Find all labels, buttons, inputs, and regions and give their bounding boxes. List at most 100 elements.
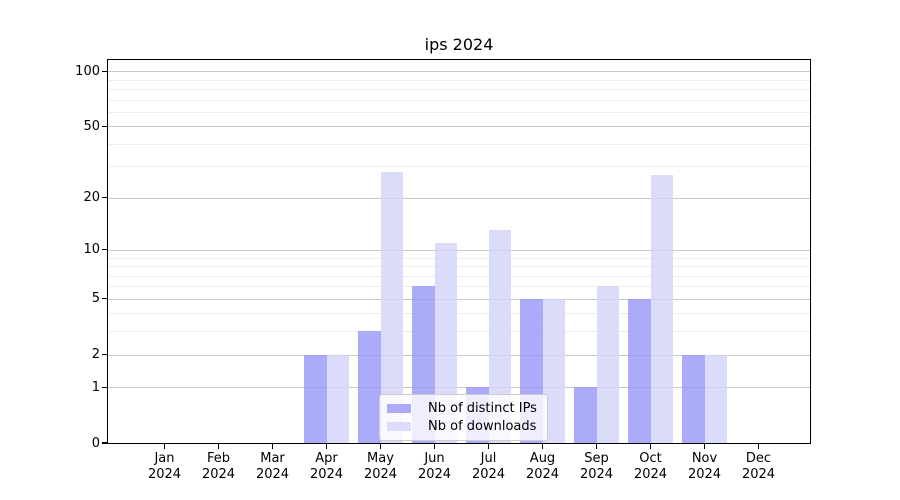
x-tick-mark-feb: [217, 444, 220, 449]
bar-nb-of-downloads-may: [380, 171, 403, 443]
x-tick-month: Apr: [315, 451, 338, 466]
gridline-minor-80: [108, 88, 810, 90]
x-tick-month: Dec: [745, 451, 772, 466]
y-tick-mark-0: [102, 442, 108, 444]
bar-nb-of-downloads-sep: [596, 286, 619, 443]
x-tick-mark-dec: [757, 444, 760, 449]
x-tick-mark-jul: [487, 444, 490, 449]
x-tick-year: 2024: [687, 467, 722, 482]
x-tick-mark-mar: [271, 444, 274, 449]
x-tick-year: 2024: [201, 467, 236, 482]
bar-nb-of-downloads-aug: [542, 298, 565, 443]
x-tick-label-jul: Jul 2024: [454, 451, 524, 483]
y-tick-label-1: 1: [91, 379, 100, 395]
bar-nb-of-distinct-ips-nov: [682, 354, 705, 443]
x-tick-year: 2024: [255, 467, 290, 482]
x-tick-year: 2024: [579, 467, 614, 482]
bar-nb-of-distinct-ips-sep: [574, 387, 597, 443]
y-tick-label-20: 20: [83, 190, 100, 206]
x-tick-month: Jun: [424, 451, 445, 466]
x-tick-mark-nov: [703, 444, 706, 449]
bar-nb-of-downloads-apr: [326, 354, 349, 443]
x-tick-year: 2024: [471, 467, 506, 482]
y-tick-mark-100: [102, 70, 108, 72]
legend-row-distinct-ips: Nb of distinct IPs: [387, 401, 537, 416]
bar-nb-of-distinct-ips-oct: [628, 298, 651, 443]
gridline-minor-6: [108, 286, 810, 288]
x-tick-label-mar: Mar 2024: [238, 451, 308, 483]
bar-nb-of-downloads-nov: [704, 354, 727, 443]
chart-title: ips 2024: [424, 35, 494, 54]
gridline-minor-70: [108, 99, 810, 101]
x-tick-month: Jul: [480, 451, 497, 466]
x-tick-month: Feb: [206, 451, 231, 466]
gridline-major-5: [108, 298, 810, 300]
legend-row-downloads: Nb of downloads: [387, 419, 537, 434]
x-tick-label-dec: Dec 2024: [724, 451, 794, 483]
bar-nb-of-downloads-oct: [650, 174, 673, 443]
x-tick-label-may: May 2024: [346, 451, 416, 483]
gridline-major-100: [108, 71, 810, 73]
x-tick-year: 2024: [363, 467, 398, 482]
x-tick-label-oct: Oct 2024: [616, 451, 686, 483]
y-tick-label-2: 2: [91, 347, 100, 362]
x-tick-mark-oct: [649, 444, 652, 449]
y-tick-mark-10: [102, 249, 108, 251]
y-tick-label-0: 0: [91, 435, 100, 451]
x-tick-month: Mar: [260, 451, 285, 466]
gridline-minor-3: [108, 331, 810, 333]
x-tick-label-feb: Feb 2024: [184, 451, 254, 483]
gridline-minor-8: [108, 266, 810, 267]
legend-label-distinct-ips: Nb of distinct IPs: [428, 401, 537, 416]
x-tick-month: May: [367, 451, 394, 466]
gridline-minor-7: [108, 275, 810, 277]
x-tick-label-sep: Sep 2024: [562, 451, 632, 483]
gridline-minor-90: [108, 79, 810, 81]
x-tick-mark-jan: [163, 444, 166, 449]
x-tick-year: 2024: [525, 467, 560, 482]
bars-layer: [108, 60, 810, 443]
x-tick-mark-apr: [325, 444, 328, 449]
gridline-minor-9: [108, 257, 810, 259]
x-tick-mark-aug: [541, 444, 544, 449]
x-tick-month: Nov: [691, 451, 718, 466]
gridline-minor-40: [108, 143, 810, 145]
gridline-major-20: [108, 197, 810, 199]
gridline-minor-4: [108, 313, 810, 315]
bar-nb-of-distinct-ips-may: [358, 331, 381, 443]
bar-nb-of-distinct-ips-apr: [304, 354, 327, 443]
y-tick-mark-1: [102, 386, 108, 388]
gridline-major-1: [108, 387, 810, 389]
x-tick-label-nov: Nov 2024: [670, 451, 740, 483]
legend-swatch-downloads-icon: [387, 422, 411, 431]
gridline-minor-60: [108, 111, 810, 113]
x-tick-month: Sep: [584, 451, 609, 466]
plot-area: Nb of distinct IPs Nb of downloads: [107, 59, 811, 444]
x-tick-month: Jan: [154, 451, 175, 466]
x-tick-year: 2024: [147, 467, 182, 482]
legend: Nb of distinct IPs Nb of downloads: [379, 394, 548, 441]
x-tick-label-aug: Aug 2024: [508, 451, 578, 483]
x-tick-year: 2024: [633, 467, 668, 482]
gridlines-layer: [108, 60, 810, 443]
x-tick-label-apr: Apr 2024: [292, 451, 362, 483]
x-tick-month: Aug: [529, 451, 556, 466]
y-tick-mark-50: [102, 125, 108, 127]
x-tick-label-jan: Jan 2024: [130, 451, 200, 483]
x-tick-label-jun: Jun 2024: [400, 451, 470, 483]
y-tick-label-100: 100: [75, 63, 100, 79]
x-tick-year: 2024: [309, 467, 344, 482]
y-tick-mark-2: [102, 353, 108, 356]
x-tick-mark-may: [379, 444, 382, 449]
x-tick-mark-jun: [433, 444, 436, 449]
legend-label-downloads: Nb of downloads: [428, 419, 537, 434]
gridline-major-2: [108, 354, 810, 356]
x-tick-mark-sep: [595, 444, 598, 449]
gridline-major-50: [108, 126, 810, 128]
x-tick-month: Oct: [639, 451, 662, 466]
y-tick-label-10: 10: [83, 242, 100, 258]
y-tick-mark-20: [102, 197, 108, 199]
gridline-major-10: [108, 249, 810, 251]
y-tick-mark-5: [102, 298, 108, 300]
